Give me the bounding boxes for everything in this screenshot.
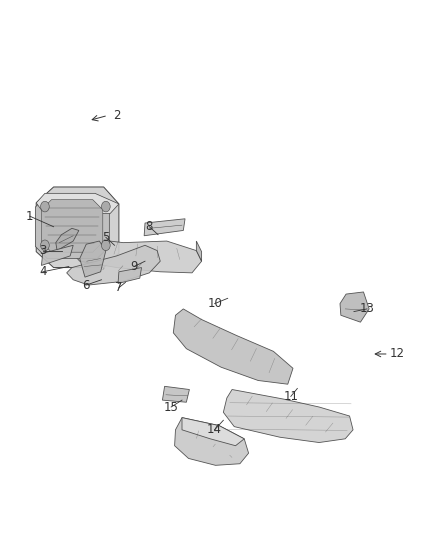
Text: 8: 8: [146, 220, 153, 233]
Text: 9: 9: [131, 260, 138, 273]
Polygon shape: [162, 386, 189, 402]
Text: 11: 11: [283, 390, 298, 403]
Circle shape: [41, 201, 49, 212]
Text: 3: 3: [39, 244, 46, 257]
Polygon shape: [173, 309, 293, 384]
Text: 6: 6: [82, 279, 90, 292]
Polygon shape: [144, 219, 185, 236]
Text: 2: 2: [113, 109, 120, 122]
Text: 5: 5: [102, 231, 110, 244]
Polygon shape: [36, 193, 119, 214]
Polygon shape: [42, 200, 103, 252]
Polygon shape: [182, 418, 244, 446]
Polygon shape: [223, 390, 353, 442]
Circle shape: [41, 240, 49, 251]
Text: 13: 13: [360, 302, 374, 316]
Polygon shape: [56, 228, 79, 251]
Text: 7: 7: [115, 281, 123, 294]
Polygon shape: [340, 292, 369, 322]
Text: 14: 14: [207, 423, 222, 437]
Polygon shape: [80, 241, 106, 277]
Text: 12: 12: [390, 348, 405, 360]
Polygon shape: [196, 241, 201, 261]
Text: 10: 10: [207, 297, 222, 310]
Circle shape: [102, 201, 110, 212]
Text: 15: 15: [164, 400, 179, 414]
Polygon shape: [35, 195, 110, 259]
Polygon shape: [42, 245, 73, 265]
Polygon shape: [67, 245, 160, 285]
Text: 4: 4: [39, 265, 46, 278]
Polygon shape: [175, 418, 249, 465]
Text: 1: 1: [26, 209, 33, 223]
Polygon shape: [118, 268, 141, 284]
Circle shape: [102, 240, 110, 251]
Polygon shape: [36, 187, 119, 268]
Polygon shape: [70, 237, 201, 273]
